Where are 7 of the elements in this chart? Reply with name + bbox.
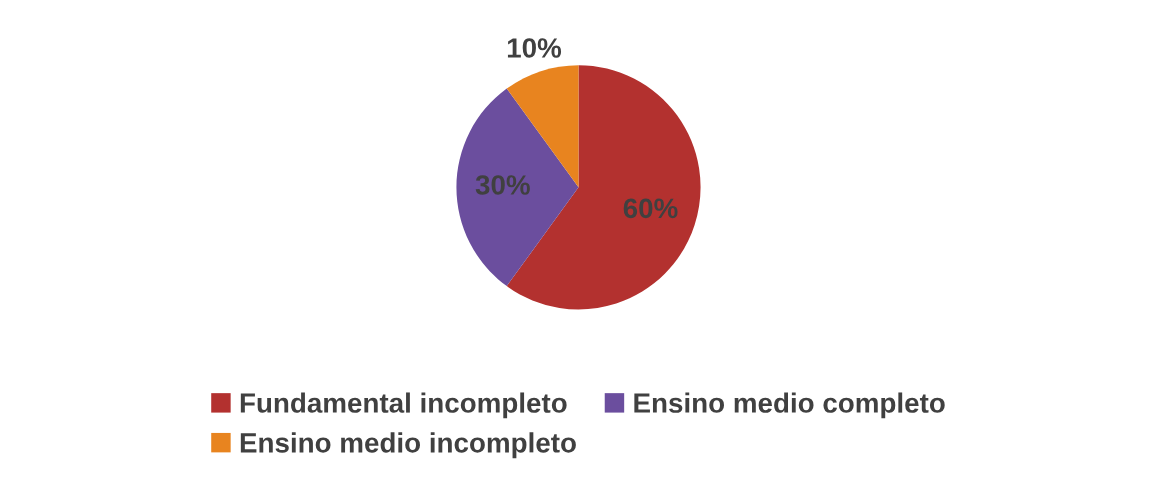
data-label: 60% [623,198,678,219]
legend-label: Ensino medio completo [634,392,945,419]
data-label: 10% [507,38,562,58]
data-label: 30% [475,175,530,195]
legend-label: Fundamental incompleto [240,392,567,419]
legend-label: Ensino medio incompleto [240,432,576,459]
pie-slice [456,88,579,287]
